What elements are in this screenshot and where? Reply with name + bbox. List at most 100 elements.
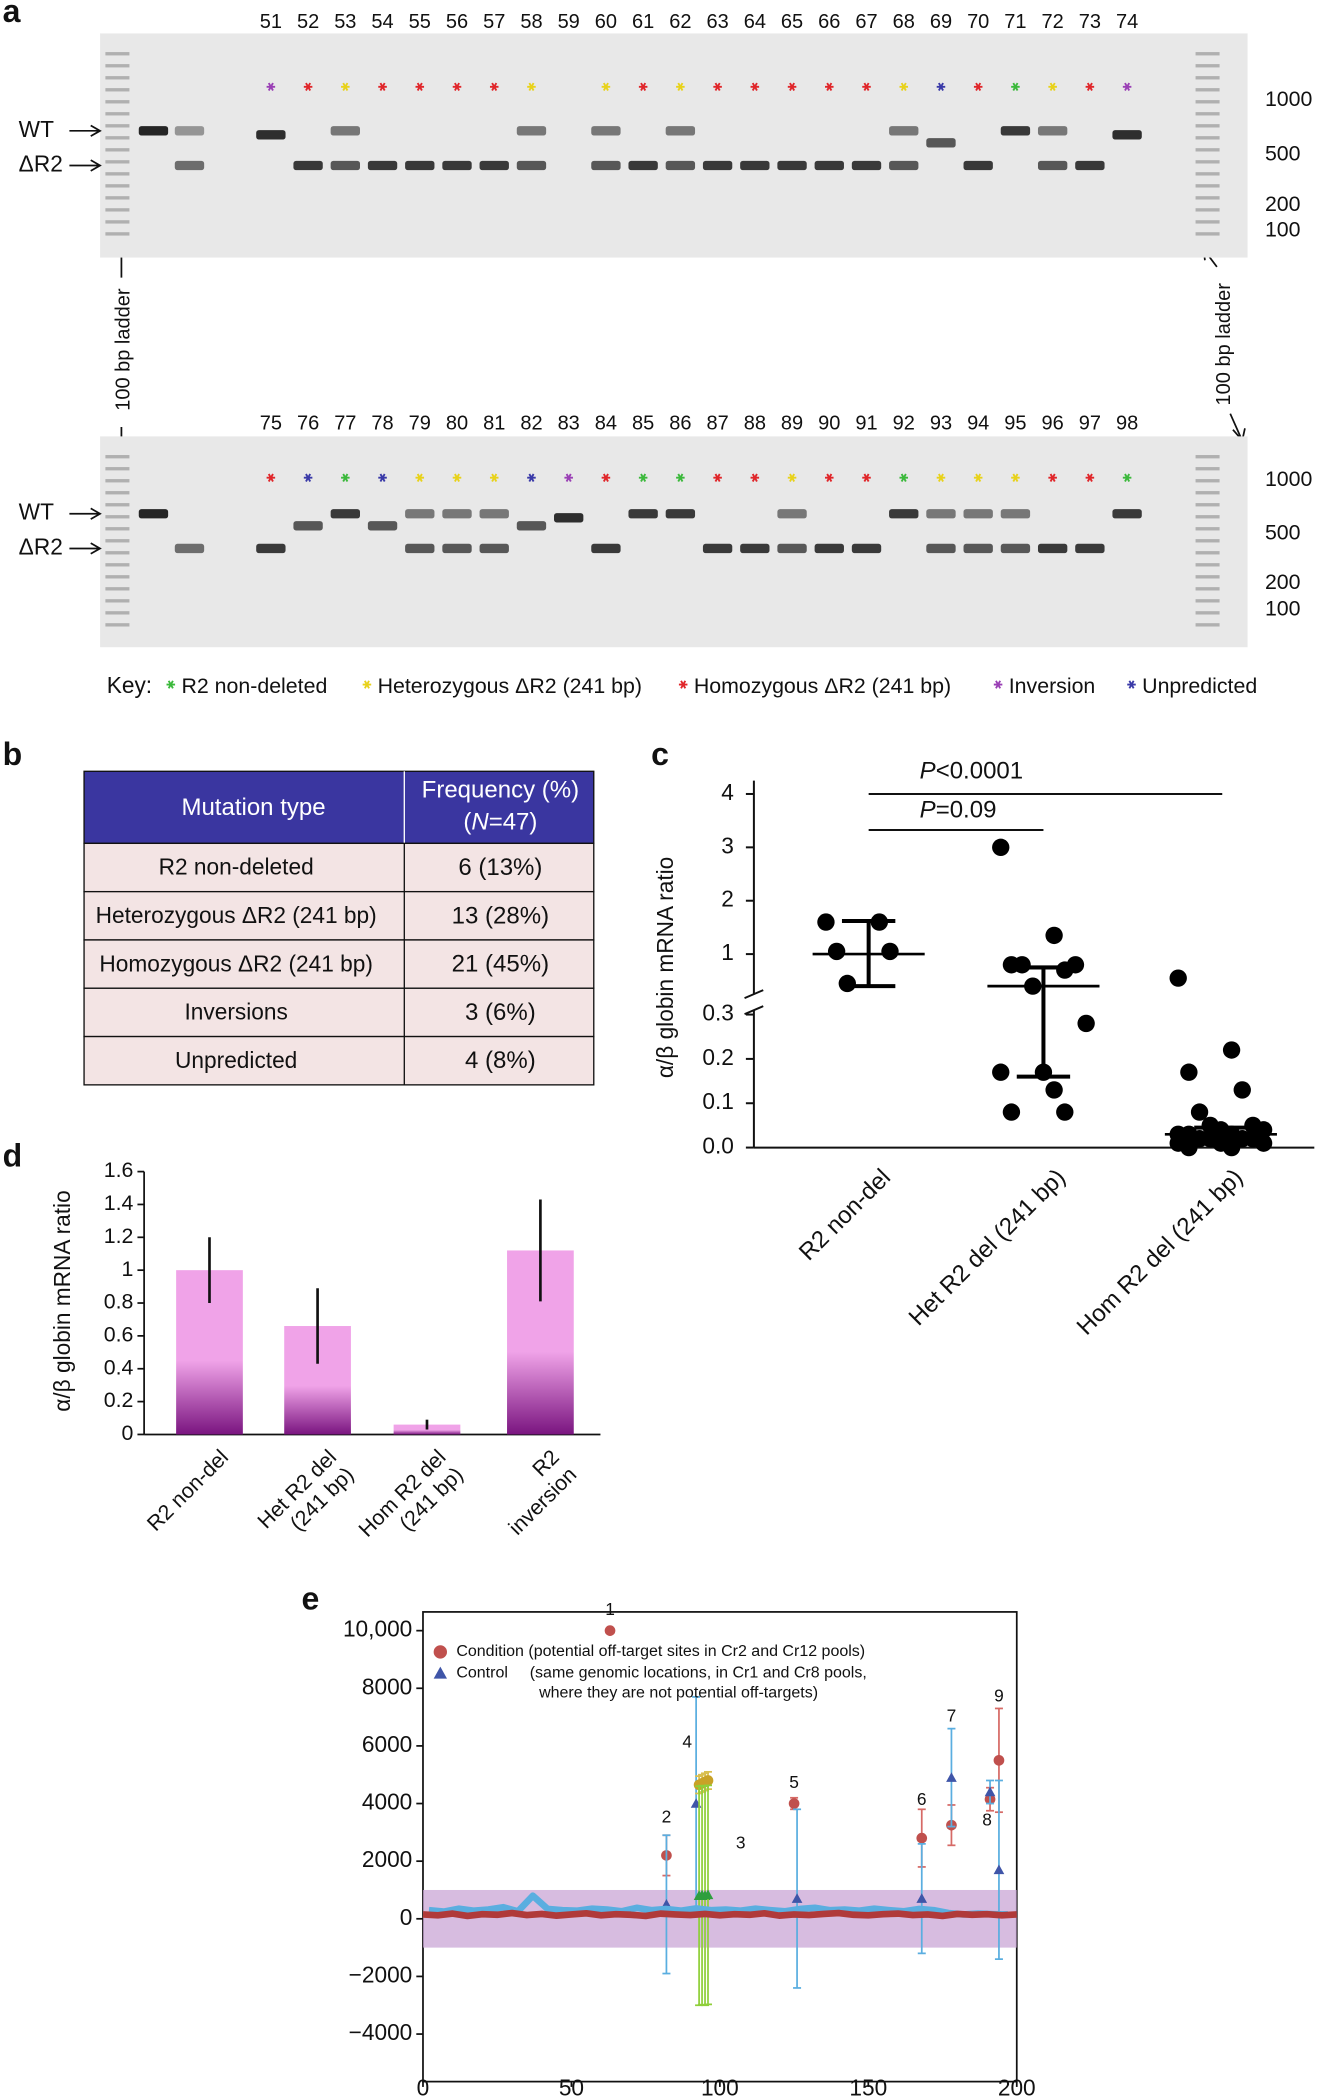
gel-band (138, 126, 169, 136)
size-marker: 500 (1265, 520, 1301, 544)
ladder-band (105, 491, 130, 495)
axis-break (744, 989, 764, 1016)
ladder-band (105, 232, 130, 236)
legend-note: where they are not potential off-targets… (538, 1685, 818, 1702)
table-cell: Homozygous ΔR2 (241 bp) (99, 950, 372, 976)
data-point (1013, 956, 1031, 974)
table-cell: Heterozygous ΔR2 (241 bp) (96, 902, 377, 928)
lane-number: 67 (855, 11, 877, 33)
lane-number: 75 (260, 413, 282, 435)
data-point (992, 838, 1010, 857)
ladder-band (1195, 587, 1220, 591)
background-line (428, 1892, 1008, 1918)
annotation: 5 (789, 1772, 799, 1792)
table-header (83, 770, 595, 845)
gel-band (442, 160, 472, 171)
y-tick-label: 10,000 (343, 1616, 412, 1642)
ladder-band (105, 599, 130, 603)
y-tick-label: 1.6 (104, 1158, 134, 1182)
key-label: Unpredicted (1142, 674, 1257, 698)
gel-band (405, 543, 435, 554)
arrow (1229, 413, 1246, 443)
ladder-band (1195, 76, 1220, 80)
gel-band (479, 160, 509, 171)
lane-number: 65 (781, 11, 803, 33)
data-point (1180, 1063, 1198, 1081)
key-label: R2 non-deleted (181, 674, 327, 698)
size-marker: 1000 (1265, 467, 1313, 491)
x-tick-label: Het R2 del (241 bp) (904, 1164, 1071, 1331)
y-tick-label: 6000 (362, 1731, 412, 1757)
key-title: Key: (107, 672, 152, 698)
lane-number: 66 (818, 11, 840, 33)
y-tick-label: 1.2 (104, 1224, 134, 1248)
lane-star (676, 473, 685, 482)
lane-number: 77 (334, 413, 356, 435)
gel-band (516, 126, 547, 136)
data-point (1180, 1138, 1198, 1157)
gel-band (628, 160, 658, 171)
lane-number: 53 (334, 11, 356, 33)
ladder-band (1195, 479, 1220, 483)
ladder-band (105, 611, 130, 615)
gel-band (1000, 509, 1031, 519)
lane-number: 96 (1042, 413, 1064, 435)
ladder-band (105, 551, 130, 555)
ladder-band (105, 575, 130, 579)
lane-number: 84 (595, 413, 617, 435)
gel-band (889, 126, 919, 136)
arrow (69, 542, 102, 555)
y-tick-label: 0.0 (702, 1133, 734, 1159)
lane-number: 79 (409, 413, 431, 435)
legend-label: Control (456, 1665, 508, 1682)
x-tick-label: 50 (559, 2075, 584, 2099)
ladder-band (105, 112, 130, 116)
y-tick-label: −4000 (349, 2019, 413, 2045)
legend-label: Condition (potential off-target sites in… (456, 1643, 865, 1660)
lane-star (266, 82, 276, 91)
gel-band (1112, 509, 1142, 519)
ladder-band (1195, 491, 1220, 495)
gel-band (591, 543, 621, 554)
gel-band (1037, 543, 1068, 554)
lane-star (1085, 473, 1095, 482)
gel-band (963, 509, 993, 519)
gel-band (138, 509, 169, 519)
arrow (69, 507, 102, 520)
p-value: P<0.0001 (920, 758, 1023, 785)
header-part: N (471, 809, 489, 836)
gel-band (1000, 126, 1031, 136)
lane-number: 76 (297, 413, 319, 435)
y-tick-label: 1.4 (104, 1191, 134, 1215)
lane-number: 86 (669, 413, 691, 435)
ladder-band (1195, 563, 1220, 567)
lane-star (1122, 82, 1132, 91)
header-cell: Frequency (%) (422, 777, 579, 804)
lane-star (378, 82, 387, 91)
gel-band (479, 509, 509, 519)
ladder-band (1195, 503, 1220, 507)
ladder-band (1195, 88, 1220, 92)
data-point (1002, 1103, 1021, 1121)
gel-band (777, 543, 807, 554)
lane-number: 95 (1004, 413, 1026, 435)
y-tick-label: 8000 (362, 1673, 412, 1699)
lane-star (601, 473, 611, 482)
header-part: =47) (489, 809, 538, 836)
ladder-band (1195, 467, 1220, 471)
data-point (788, 1798, 800, 1809)
gel-band (554, 513, 584, 523)
lane-star (489, 473, 499, 482)
y-tick-label: 1 (122, 1257, 134, 1281)
ladder-band (1195, 196, 1220, 200)
lane-star (564, 473, 573, 482)
gel-band (174, 126, 205, 136)
annotation: 3 (736, 1832, 746, 1852)
data-point (993, 1864, 1005, 1875)
lane-star (862, 473, 871, 482)
x-tick-label: 200 (998, 2075, 1036, 2099)
lane-star (452, 473, 462, 482)
p-var: P (920, 758, 936, 785)
lane-number: 91 (855, 413, 877, 435)
lane-star (638, 473, 648, 482)
